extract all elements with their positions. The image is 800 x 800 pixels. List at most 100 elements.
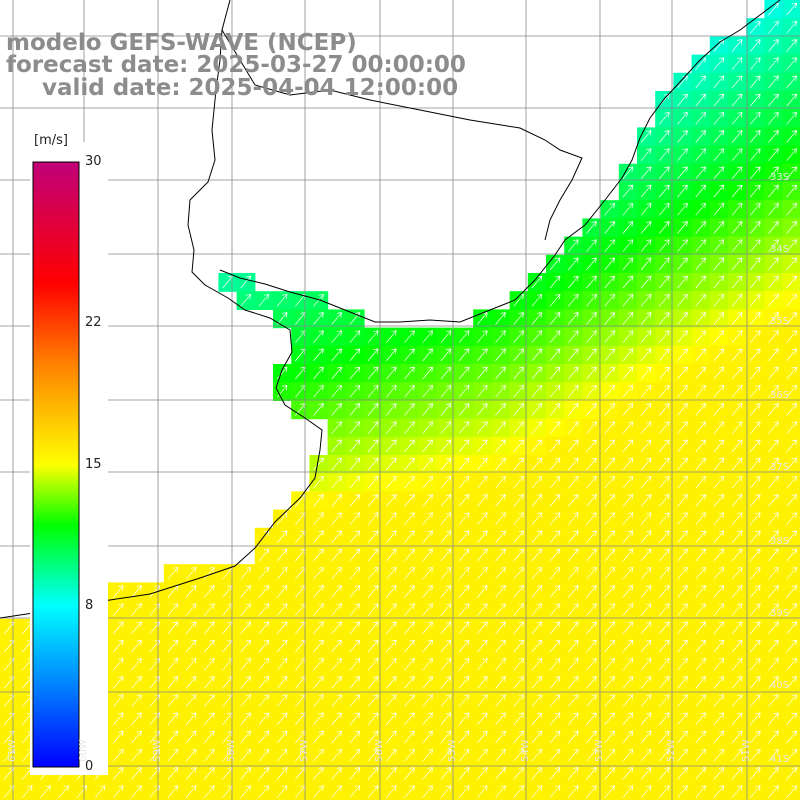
colorbar — [32, 161, 80, 768]
wind-speed-cell — [691, 637, 711, 656]
wind-arrow — [204, 767, 215, 780]
wind-speed-cell — [382, 546, 401, 565]
wind-arrow — [731, 257, 743, 271]
wind-speed-cell — [673, 527, 693, 547]
wind-speed-cell — [728, 418, 747, 438]
wind-arrow — [768, 130, 779, 143]
wind-arrow — [313, 566, 324, 580]
wind-speed-cell — [600, 564, 620, 583]
wind-speed-cell — [418, 418, 438, 438]
wind-arrow — [531, 312, 543, 325]
wind-arrow — [786, 712, 798, 726]
wind-arrow — [240, 785, 252, 798]
wind-speed-cell — [491, 673, 511, 693]
wind-speed-cell — [655, 127, 674, 147]
latitude-label: 35S — [770, 316, 790, 327]
wind-arrow — [167, 712, 179, 726]
wind-arrow — [786, 39, 798, 52]
wind-speed-cell — [618, 509, 638, 529]
wind-speed-cell — [327, 709, 347, 729]
wind-speed-cell — [418, 655, 438, 674]
wind-speed-cell — [509, 546, 529, 565]
wind-arrow — [568, 548, 579, 562]
wind-arrow — [167, 785, 179, 798]
wind-arrow — [313, 403, 324, 416]
longitude-label: 60W — [78, 739, 89, 762]
wind-speed-cell — [546, 746, 565, 765]
wind-arrow — [440, 767, 452, 780]
wind-arrow — [458, 457, 470, 471]
wind-arrow — [604, 494, 616, 507]
wind-speed-cell — [618, 728, 638, 747]
wind-arrow — [422, 457, 434, 471]
wind-arrow — [731, 457, 743, 471]
wind-arrow — [768, 548, 779, 562]
wind-speed-cell — [127, 764, 147, 784]
wind-arrow — [659, 275, 670, 289]
wind-speed-cell — [0, 709, 19, 729]
wind-speed-cell — [709, 600, 729, 620]
wind-speed-cell — [345, 655, 365, 674]
wind-arrow — [604, 221, 616, 234]
wind-arrow — [404, 403, 415, 416]
wind-arrow — [495, 439, 506, 453]
wind-speed-cell — [673, 109, 693, 128]
wind-arrow — [204, 694, 215, 707]
wind-speed-cell — [728, 673, 747, 693]
wind-arrow — [531, 585, 543, 598]
wind-speed-cell — [400, 637, 420, 656]
wind-speed-cell — [473, 345, 492, 365]
wind-arrow — [349, 348, 361, 362]
wind-arrow — [549, 730, 561, 744]
wind-arrow — [458, 657, 470, 671]
wind-arrow — [586, 275, 597, 289]
wind-speed-cell — [345, 400, 365, 420]
wind-speed-cell — [473, 309, 492, 329]
wind-arrow — [404, 566, 415, 580]
wind-speed-cell — [327, 436, 347, 456]
wind-arrow — [731, 75, 743, 89]
wind-arrow — [604, 330, 616, 343]
wind-arrow — [731, 548, 743, 562]
wind-speed-cell — [163, 618, 183, 638]
wind-speed-cell — [746, 218, 765, 238]
wind-speed-cell — [273, 728, 292, 747]
wind-arrow — [604, 457, 616, 471]
wind-speed-cell — [473, 582, 492, 602]
wind-arrow — [349, 621, 361, 635]
wind-arrow — [568, 312, 579, 325]
wind-arrow — [477, 585, 488, 598]
wind-arrow — [367, 439, 379, 453]
wind-speed-cell — [746, 18, 765, 37]
wind-speed-cell — [691, 564, 711, 583]
wind-arrow — [713, 494, 725, 507]
wind-speed-cell — [400, 327, 420, 347]
wind-speed-cell — [618, 182, 638, 201]
wind-speed-cell — [473, 746, 492, 765]
wind-arrow — [549, 403, 561, 416]
wind-arrow — [495, 475, 506, 489]
wind-speed-cell — [527, 327, 547, 347]
wind-arrow — [731, 93, 743, 107]
wind-arrow — [513, 330, 525, 343]
wind-arrow — [349, 748, 361, 762]
longitude-label: 59W — [152, 739, 163, 762]
wind-arrow — [659, 585, 670, 598]
wind-arrow — [659, 439, 670, 453]
wind-speed-cell — [327, 582, 347, 602]
wind-speed-cell — [145, 655, 165, 674]
wind-speed-cell — [709, 109, 729, 128]
wind-arrow — [586, 403, 597, 416]
wind-arrow — [640, 202, 652, 216]
wind-arrow — [549, 694, 561, 707]
country-border — [221, 29, 583, 241]
wind-speed-cell — [564, 236, 583, 256]
wind-arrow — [331, 530, 343, 544]
wind-speed-cell — [127, 728, 147, 747]
wind-speed-cell — [236, 618, 256, 638]
wind-speed-cell — [382, 345, 401, 365]
wind-speed-cell — [764, 546, 784, 565]
wind-arrow — [185, 712, 197, 726]
wind-speed-cell — [345, 509, 365, 529]
wind-arrow — [731, 348, 743, 362]
